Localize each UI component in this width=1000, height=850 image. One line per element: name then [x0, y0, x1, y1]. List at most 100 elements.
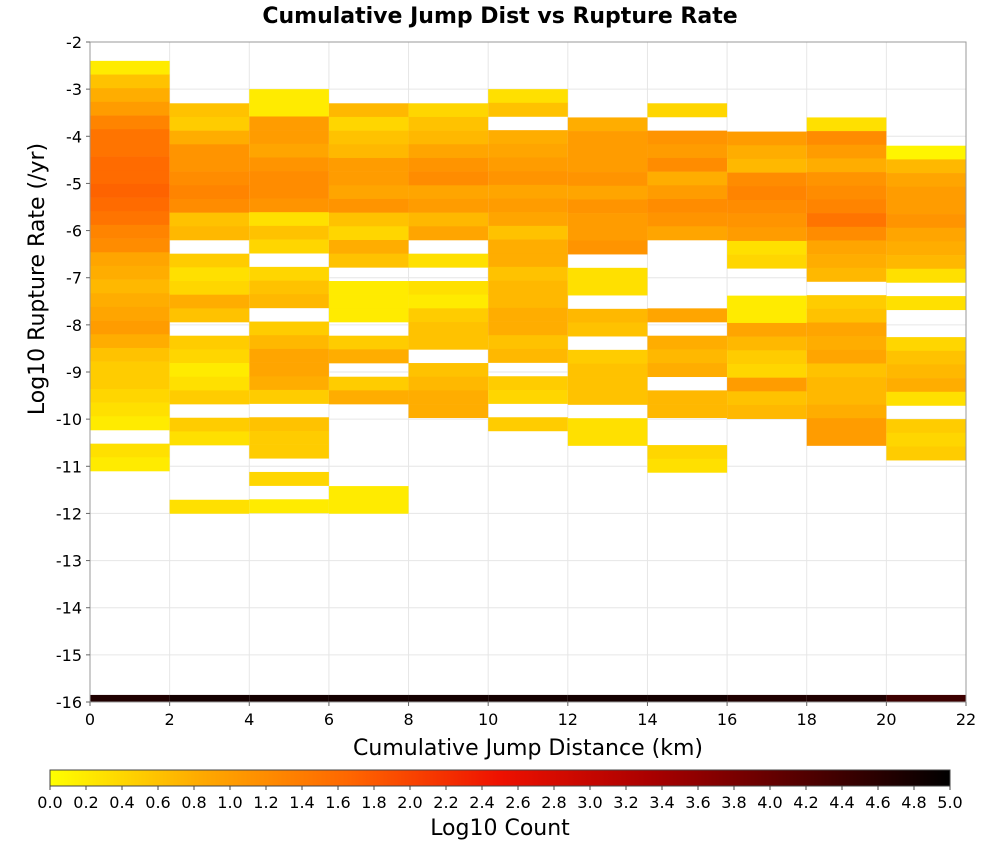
x-tick-label: 14 — [637, 710, 657, 729]
heatmap-cell — [408, 335, 489, 350]
x-tick-label: 6 — [324, 710, 334, 729]
heatmap-cell — [169, 253, 250, 268]
heatmap-cell — [90, 388, 170, 403]
heatmap-cell — [328, 144, 409, 159]
heatmap-cell — [408, 404, 489, 419]
x-tick-label: 22 — [956, 710, 976, 729]
heatmap-cell — [328, 253, 409, 268]
colorbar-tick-label: 4.8 — [901, 793, 926, 812]
heatmap-cell — [249, 143, 329, 158]
heatmap-cell — [886, 214, 966, 229]
heatmap-cell — [169, 294, 250, 309]
heatmap-cell — [249, 335, 329, 350]
y-tick-label: -5 — [66, 174, 82, 193]
colorbar-label: Log10 Count — [430, 816, 570, 841]
heatmap-cell — [249, 157, 329, 172]
heatmap-cell — [249, 116, 329, 131]
heatmap-cell — [169, 335, 250, 350]
colorbar-tick-label: 1.6 — [325, 793, 350, 812]
heatmap-cell — [488, 307, 568, 322]
heatmap-cell — [647, 445, 728, 460]
heatmap-cell — [328, 499, 409, 514]
heatmap-cell — [169, 226, 250, 241]
heatmap-cell — [567, 226, 648, 241]
heatmap-cell — [806, 144, 887, 159]
heatmap-cell — [488, 102, 568, 117]
heatmap-cell — [727, 240, 807, 255]
heatmap-cell — [169, 390, 250, 405]
heatmap-cell — [90, 293, 170, 308]
heatmap-cell — [169, 376, 250, 391]
heatmap-cell — [806, 199, 887, 214]
heatmap-cell — [806, 267, 887, 282]
heatmap-cell — [249, 102, 329, 117]
heatmap-cell — [806, 431, 887, 446]
heatmap-cell — [169, 212, 250, 227]
heatmap-cell — [806, 254, 887, 269]
heatmap-cell — [886, 145, 966, 160]
heatmap-cell — [90, 142, 170, 157]
heatmap-cell — [727, 350, 807, 365]
colorbar-tick-label: 0.0 — [37, 793, 62, 812]
heatmap-cell — [408, 308, 489, 323]
heatmap-cell — [408, 103, 489, 118]
heatmap-cell — [488, 294, 568, 309]
heatmap-cell — [90, 115, 170, 130]
colorbar-tick-label: 0.6 — [145, 793, 170, 812]
heatmap-cell — [886, 227, 966, 242]
colorbar-tick-label: 2.4 — [469, 793, 494, 812]
heatmap-cell — [249, 171, 329, 186]
colorbar-tick-label: 3.8 — [721, 793, 746, 812]
colorbar-tick-label: 0.8 — [181, 793, 206, 812]
y-tick-label: -11 — [56, 457, 82, 476]
y-tick-label: -9 — [66, 363, 82, 382]
heatmap-cell — [488, 198, 568, 213]
heatmap-cell — [408, 116, 489, 131]
heatmap-cell — [886, 419, 966, 434]
colorbar-tick-label: 2.8 — [541, 793, 566, 812]
heatmap-cell — [806, 349, 887, 364]
heatmap-cell — [727, 213, 807, 228]
heatmap-cell — [488, 184, 568, 199]
heatmap-cell — [886, 200, 966, 215]
colorbar-tick-label: 4.6 — [865, 793, 890, 812]
heatmap-cell — [647, 130, 728, 145]
heatmap-cell — [408, 694, 489, 702]
heatmap-cell — [488, 376, 568, 391]
heatmap-cell — [488, 348, 568, 363]
colorbar-tick-label: 3.2 — [613, 793, 638, 812]
heatmap-cell — [806, 336, 887, 351]
heatmap-cell — [806, 363, 887, 378]
heatmap-cell — [727, 309, 807, 324]
heatmap-cell — [567, 213, 648, 228]
heatmap-cell — [488, 89, 568, 104]
heatmap-cell — [408, 130, 489, 145]
colorbar-tick-label: 2.6 — [505, 793, 530, 812]
colorbar-tick-label: 3.4 — [649, 793, 674, 812]
heatmap-cell — [328, 185, 409, 200]
heatmap-cell — [169, 198, 250, 213]
heatmap-cell — [249, 266, 329, 281]
heatmap-cell — [249, 430, 329, 445]
heatmap-cell — [90, 170, 170, 185]
heatmap-cell — [328, 226, 409, 241]
heatmap-cell — [647, 144, 728, 159]
heatmap-cell — [647, 458, 728, 473]
x-tick-label: 4 — [244, 710, 254, 729]
heatmap-cell — [806, 226, 887, 241]
heatmap-cell — [169, 185, 250, 200]
x-tick-label: 8 — [403, 710, 413, 729]
chart-title: Cumulative Jump Dist vs Rupture Rate — [262, 4, 737, 29]
heatmap-cell — [886, 350, 966, 365]
heatmap-cell — [806, 213, 887, 228]
heatmap-cell — [90, 402, 170, 417]
heatmap-cell — [169, 144, 250, 159]
heatmap-cell — [567, 322, 648, 337]
heatmap-cell — [488, 335, 568, 350]
y-tick-label: -8 — [66, 316, 82, 335]
heatmap-cell — [328, 103, 409, 118]
heatmap-cell — [408, 376, 489, 391]
heatmap-cell — [249, 376, 329, 391]
heatmap-cell — [249, 89, 329, 104]
